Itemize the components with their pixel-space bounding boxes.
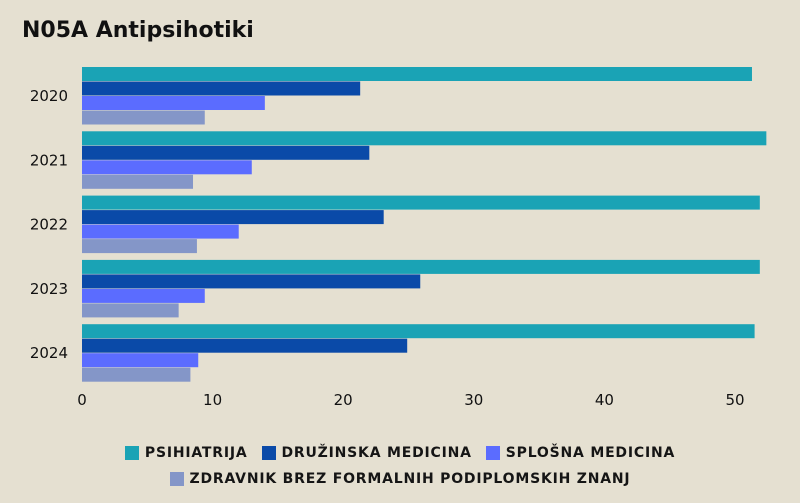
bar-chart: 2020 2021 2022 2023 2024 0 10 20 30 40 50 — [30, 67, 767, 409]
legend-swatch — [169, 472, 184, 486]
y-tick-label: 2020 — [30, 87, 68, 105]
legend-row-2: ZDRAVNIK BREZ FORMALNIH PODIPLOMSKIH ZNA… — [0, 466, 800, 492]
x-tick-label: 30 — [464, 391, 483, 409]
chart-title: N05A Antipsihotiki — [22, 18, 254, 43]
y-tick-label: 2023 — [30, 280, 68, 298]
bar-2023-series-1 — [82, 274, 421, 289]
bar-2024-series-0 — [82, 324, 755, 339]
bar-2023-series-0 — [82, 259, 760, 274]
x-tick-label: 20 — [334, 391, 353, 409]
legend-label: SPLOŠNA MEDICINA — [505, 445, 676, 461]
bar-2024-series-3 — [82, 367, 191, 382]
legend-label: PSIHIATRIJA — [144, 445, 248, 461]
bar-2021-series-0 — [82, 131, 767, 146]
bar-2022-series-2 — [82, 224, 239, 239]
legend-item-splosna-medicina: SPLOŠNA MEDICINA — [485, 445, 676, 461]
legend: PSIHIATRIJA DRUŽINSKA MEDICINA SPLOŠNA M… — [0, 440, 800, 492]
bar-2020-series-2 — [82, 96, 265, 110]
y-tick-label: 2022 — [30, 216, 68, 234]
y-tick-label: 2021 — [30, 151, 68, 169]
bar-2022-series-0 — [82, 195, 760, 210]
bar-2020-series-0 — [82, 67, 752, 81]
bar-2022-series-1 — [82, 210, 384, 225]
legend-row-1: PSIHIATRIJA DRUŽINSKA MEDICINA SPLOŠNA M… — [0, 440, 800, 466]
legend-swatch — [485, 446, 500, 460]
legend-label: ZDRAVNIK BREZ FORMALNIH PODIPLOMSKIH ZNA… — [189, 471, 631, 487]
x-tick-label: 0 — [77, 391, 87, 409]
bar-2023-series-2 — [82, 288, 205, 303]
legend-item-zdravnik-brez: ZDRAVNIK BREZ FORMALNIH PODIPLOMSKIH ZNA… — [169, 471, 631, 487]
legend-item-druzinska-medicina: DRUŽINSKA MEDICINA — [261, 445, 472, 461]
legend-swatch — [261, 446, 276, 460]
bar-2021-series-2 — [82, 160, 252, 175]
bar-2022-series-3 — [82, 239, 197, 254]
legend-item-psihiatrija: PSIHIATRIJA — [124, 445, 248, 461]
x-tick-label: 10 — [203, 391, 222, 409]
bar-2020-series-3 — [82, 110, 205, 125]
y-tick-label: 2024 — [30, 344, 68, 362]
bar-2021-series-1 — [82, 145, 370, 160]
bar-2021-series-3 — [82, 174, 194, 189]
bar-2024-series-1 — [82, 338, 408, 353]
x-tick-label: 50 — [725, 391, 744, 409]
bar-2020-series-1 — [82, 81, 361, 96]
x-tick-label: 40 — [595, 391, 614, 409]
legend-swatch — [124, 446, 139, 460]
bar-2024-series-2 — [82, 353, 199, 368]
legend-label: DRUŽINSKA MEDICINA — [281, 445, 472, 461]
bar-2023-series-3 — [82, 303, 179, 318]
